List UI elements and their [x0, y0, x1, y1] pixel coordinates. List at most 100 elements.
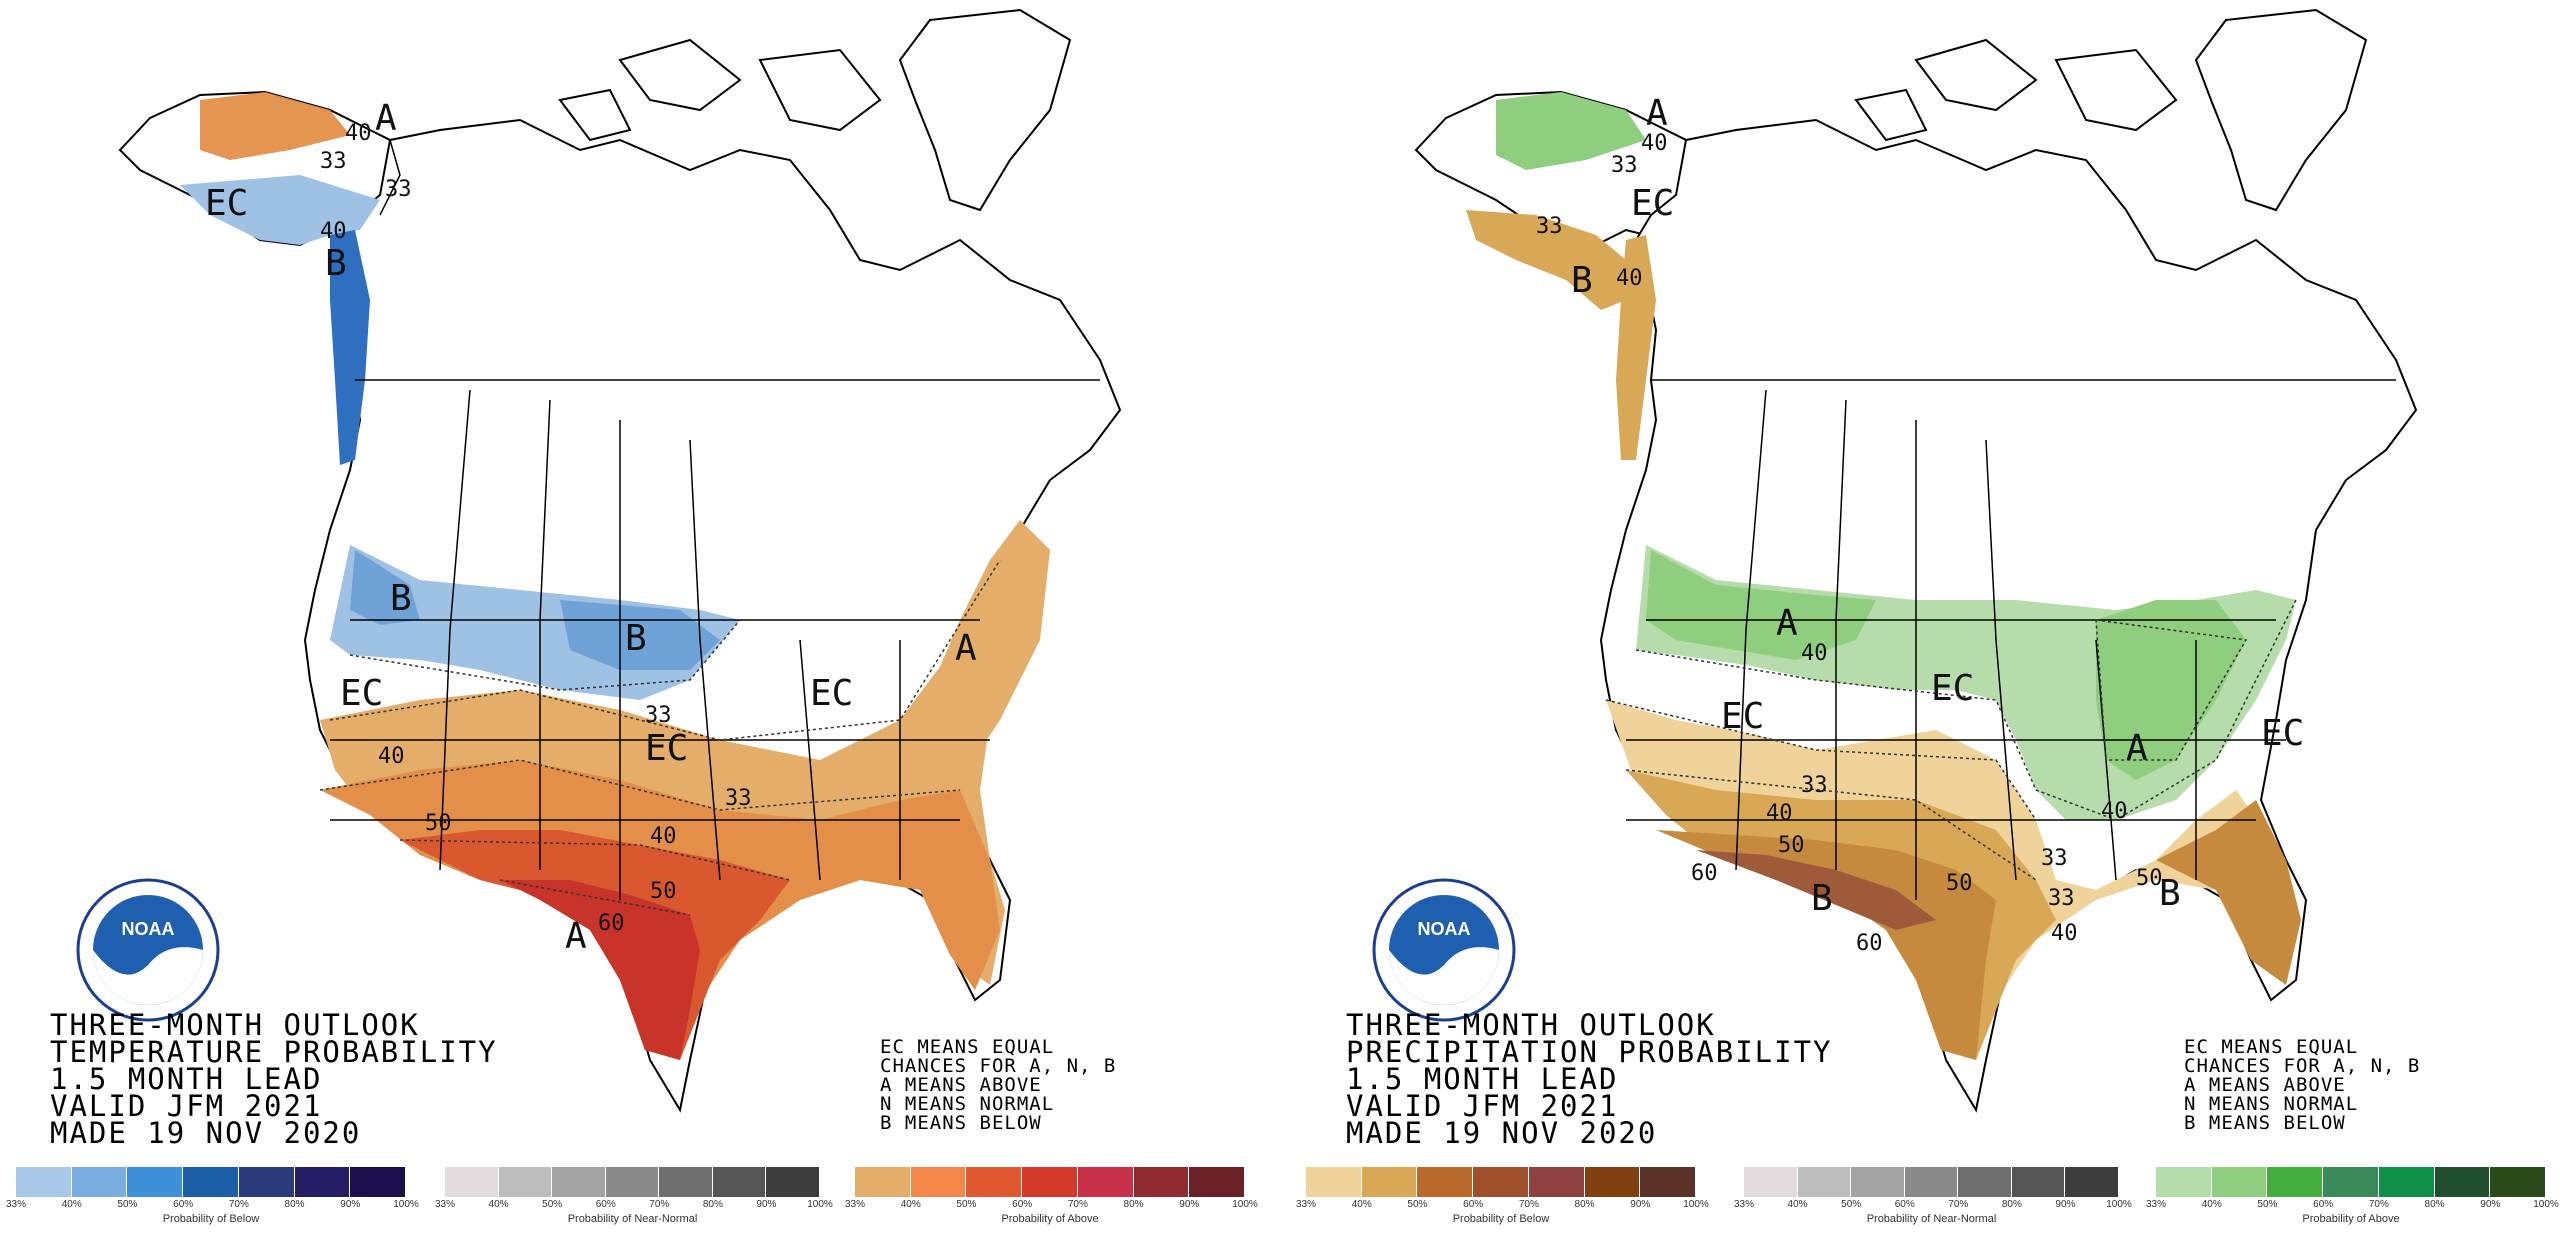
- greenland-outline: [898, 8, 1072, 212]
- scale-tick-label: 33%: [2145, 1199, 2167, 1210]
- scale-tick-label: 40%: [2201, 1199, 2222, 1210]
- label-ak-33b: 33: [1536, 214, 1563, 239]
- label-c50b: 50: [650, 879, 677, 904]
- legend-note-line-3: A MEANS ABOVE: [880, 1074, 1042, 1096]
- scale-tick-label: 60%: [2313, 1199, 2334, 1210]
- scale-tick-label: 80%: [2001, 1199, 2022, 1210]
- label-c60: 60: [598, 911, 625, 936]
- scale-tick-label: 60%: [1012, 1199, 1033, 1210]
- legend-note-line-1: EC MEANS EQUAL: [2184, 1036, 2359, 1058]
- scale-label: Probability of Near-Normal: [567, 1213, 698, 1225]
- scale-swatch: [71, 1167, 128, 1197]
- scale-tick-label: 50%: [1407, 1199, 1428, 1210]
- title-line-5: MADE 19 NOV 2020: [1346, 1116, 1658, 1150]
- scale-tick-label: 40%: [488, 1199, 509, 1210]
- scale-swatch: [552, 1167, 606, 1197]
- noaa-center-text: NOAA: [122, 919, 175, 939]
- label-ec-east: EC: [810, 673, 853, 714]
- label-nw-above: A: [1776, 603, 1798, 644]
- scale-swatch: [2065, 1167, 2120, 1197]
- scale-probability-below: 33% 40% 50% 60% 70% 80% 90% 100% Probability of …: [6, 1167, 419, 1237]
- scale-tick-label: 90%: [1179, 1199, 1200, 1210]
- scale-swatch: [855, 1167, 911, 1197]
- label-sw-below: B: [1811, 878, 1833, 919]
- scale-swatch: [2211, 1167, 2268, 1197]
- label-ak-ec: EC: [205, 183, 248, 224]
- title-line-1: THREE-MONTH OUTLOOK: [50, 1008, 420, 1042]
- scale-tick-label: 50%: [117, 1199, 138, 1210]
- scale-swatch: [605, 1167, 660, 1197]
- label-c50c: 50: [2136, 866, 2163, 891]
- label-ak-33a: 33: [320, 149, 347, 174]
- scale-tick-label: 100%: [393, 1199, 419, 1210]
- scale-swatch: [1306, 1167, 1362, 1197]
- scale-swatch: [910, 1167, 967, 1197]
- label-c40a: 40: [378, 744, 405, 769]
- scale-tick-label: 80%: [2424, 1199, 2445, 1210]
- label-c50b: 50: [1946, 871, 1973, 896]
- scale-tick-label: 90%: [2055, 1199, 2076, 1210]
- label-ak-33b: 33: [385, 177, 412, 202]
- label-c33b: 33: [725, 786, 752, 811]
- scale-tick-label: 100%: [2106, 1199, 2132, 1210]
- scale-label: Probability of Above: [1001, 1213, 1099, 1225]
- arctic-island-2: [2054, 48, 2178, 132]
- legend-note-line-5: B MEANS BELOW: [880, 1112, 1042, 1134]
- scale-swatch: [1022, 1167, 1078, 1197]
- scale-tick-label: 90%: [756, 1199, 777, 1210]
- scale-probability-above: 33% 40% 50% 60% 70% 80% 90% 100% Probability of …: [2146, 1167, 2559, 1237]
- scale-swatch: [1189, 1167, 1246, 1197]
- scale-tick-label: 80%: [1574, 1199, 1595, 1210]
- scale-swatch: [2011, 1167, 2066, 1197]
- legend-note-line-4: N MEANS NORMAL: [2184, 1093, 2359, 1115]
- scale-tick-label: 100%: [1232, 1199, 1258, 1210]
- noaa-center-text: NOAA: [1418, 919, 1471, 939]
- label-ec-mid: EC: [1931, 668, 1974, 709]
- scale-tick-label: 40%: [1351, 1199, 1372, 1210]
- title-line-3: 1.5 MONTH LEAD: [50, 1062, 323, 1096]
- title-line-2: TEMPERATURE PROBABILITY: [50, 1035, 498, 1069]
- temperature-outlook-panel: A 40 33 33 EC 40 B B B EC EC EC A 33 33 …: [6, 8, 1258, 1237]
- scale-swatch: [1361, 1167, 1418, 1197]
- noaa-logo: NOAA: [76, 878, 220, 1022]
- label-se-below: B: [2159, 873, 2181, 914]
- temperature-title-block: THREE-MONTH OUTLOOK TEMPERATURE PROBABIL…: [50, 1008, 498, 1150]
- arctic-island-3: [1854, 88, 1928, 142]
- scale-swatch: [2434, 1167, 2491, 1197]
- scale-tick-label: 70%: [228, 1199, 249, 1210]
- scale-tick-label: 33%: [844, 1199, 866, 1210]
- scale-tick-label: 60%: [173, 1199, 194, 1210]
- scale-tick-label: 100%: [1683, 1199, 1709, 1210]
- title-line-3: 1.5 MONTH LEAD: [1346, 1062, 1619, 1096]
- label-c33a: 33: [1801, 773, 1828, 798]
- scale-tick-label: 50%: [542, 1199, 563, 1210]
- legend-note-precipitation: EC MEANS EQUAL CHANCES FOR A, N, B A MEA…: [2184, 1038, 2420, 1133]
- scale-probability-near-normal: 33% 40% 50% 60% 70% 80% 90% 100% Probability of …: [435, 1167, 833, 1237]
- label-tx-above: A: [565, 916, 587, 957]
- label-ak-40b: 40: [1616, 266, 1643, 291]
- label-nw-below: B: [390, 578, 412, 619]
- title-line-5: MADE 19 NOV 2020: [50, 1116, 362, 1150]
- label-ne-above: A: [955, 628, 977, 669]
- title-line-4: VALID JFM 2021: [1346, 1089, 1619, 1123]
- temperature-outlook-map: A 40 33 33 EC 40 B B B EC EC EC A 33 33 …: [76, 8, 1122, 1113]
- label-ec-mid: EC: [645, 728, 688, 769]
- scale-swatch: [238, 1167, 295, 1197]
- legend-note-line-5: B MEANS BELOW: [2184, 1112, 2346, 1134]
- scale-swatch: [1528, 1167, 1585, 1197]
- scale-swatch: [1797, 1167, 1852, 1197]
- scale-swatch: [2156, 1167, 2212, 1197]
- scale-swatch: [659, 1167, 713, 1197]
- scale-tick-label: 90%: [2480, 1199, 2501, 1210]
- scale-tick-label: 33%: [1733, 1199, 1755, 1210]
- scale-tick-label: 50%: [1841, 1199, 1862, 1210]
- label-ak-below: B: [1571, 260, 1593, 301]
- scale-swatch: [1744, 1167, 1798, 1197]
- label-ak-40b: 40: [320, 219, 347, 244]
- scale-tick-label: 80%: [702, 1199, 723, 1210]
- scale-swatch: [712, 1167, 767, 1197]
- scale-swatch: [1640, 1167, 1697, 1197]
- legend-note-line-2: CHANCES FOR A, N, B: [2184, 1055, 2421, 1077]
- noaa-logo: NOAA: [1372, 878, 1516, 1022]
- scale-tick-label: 70%: [2368, 1199, 2389, 1210]
